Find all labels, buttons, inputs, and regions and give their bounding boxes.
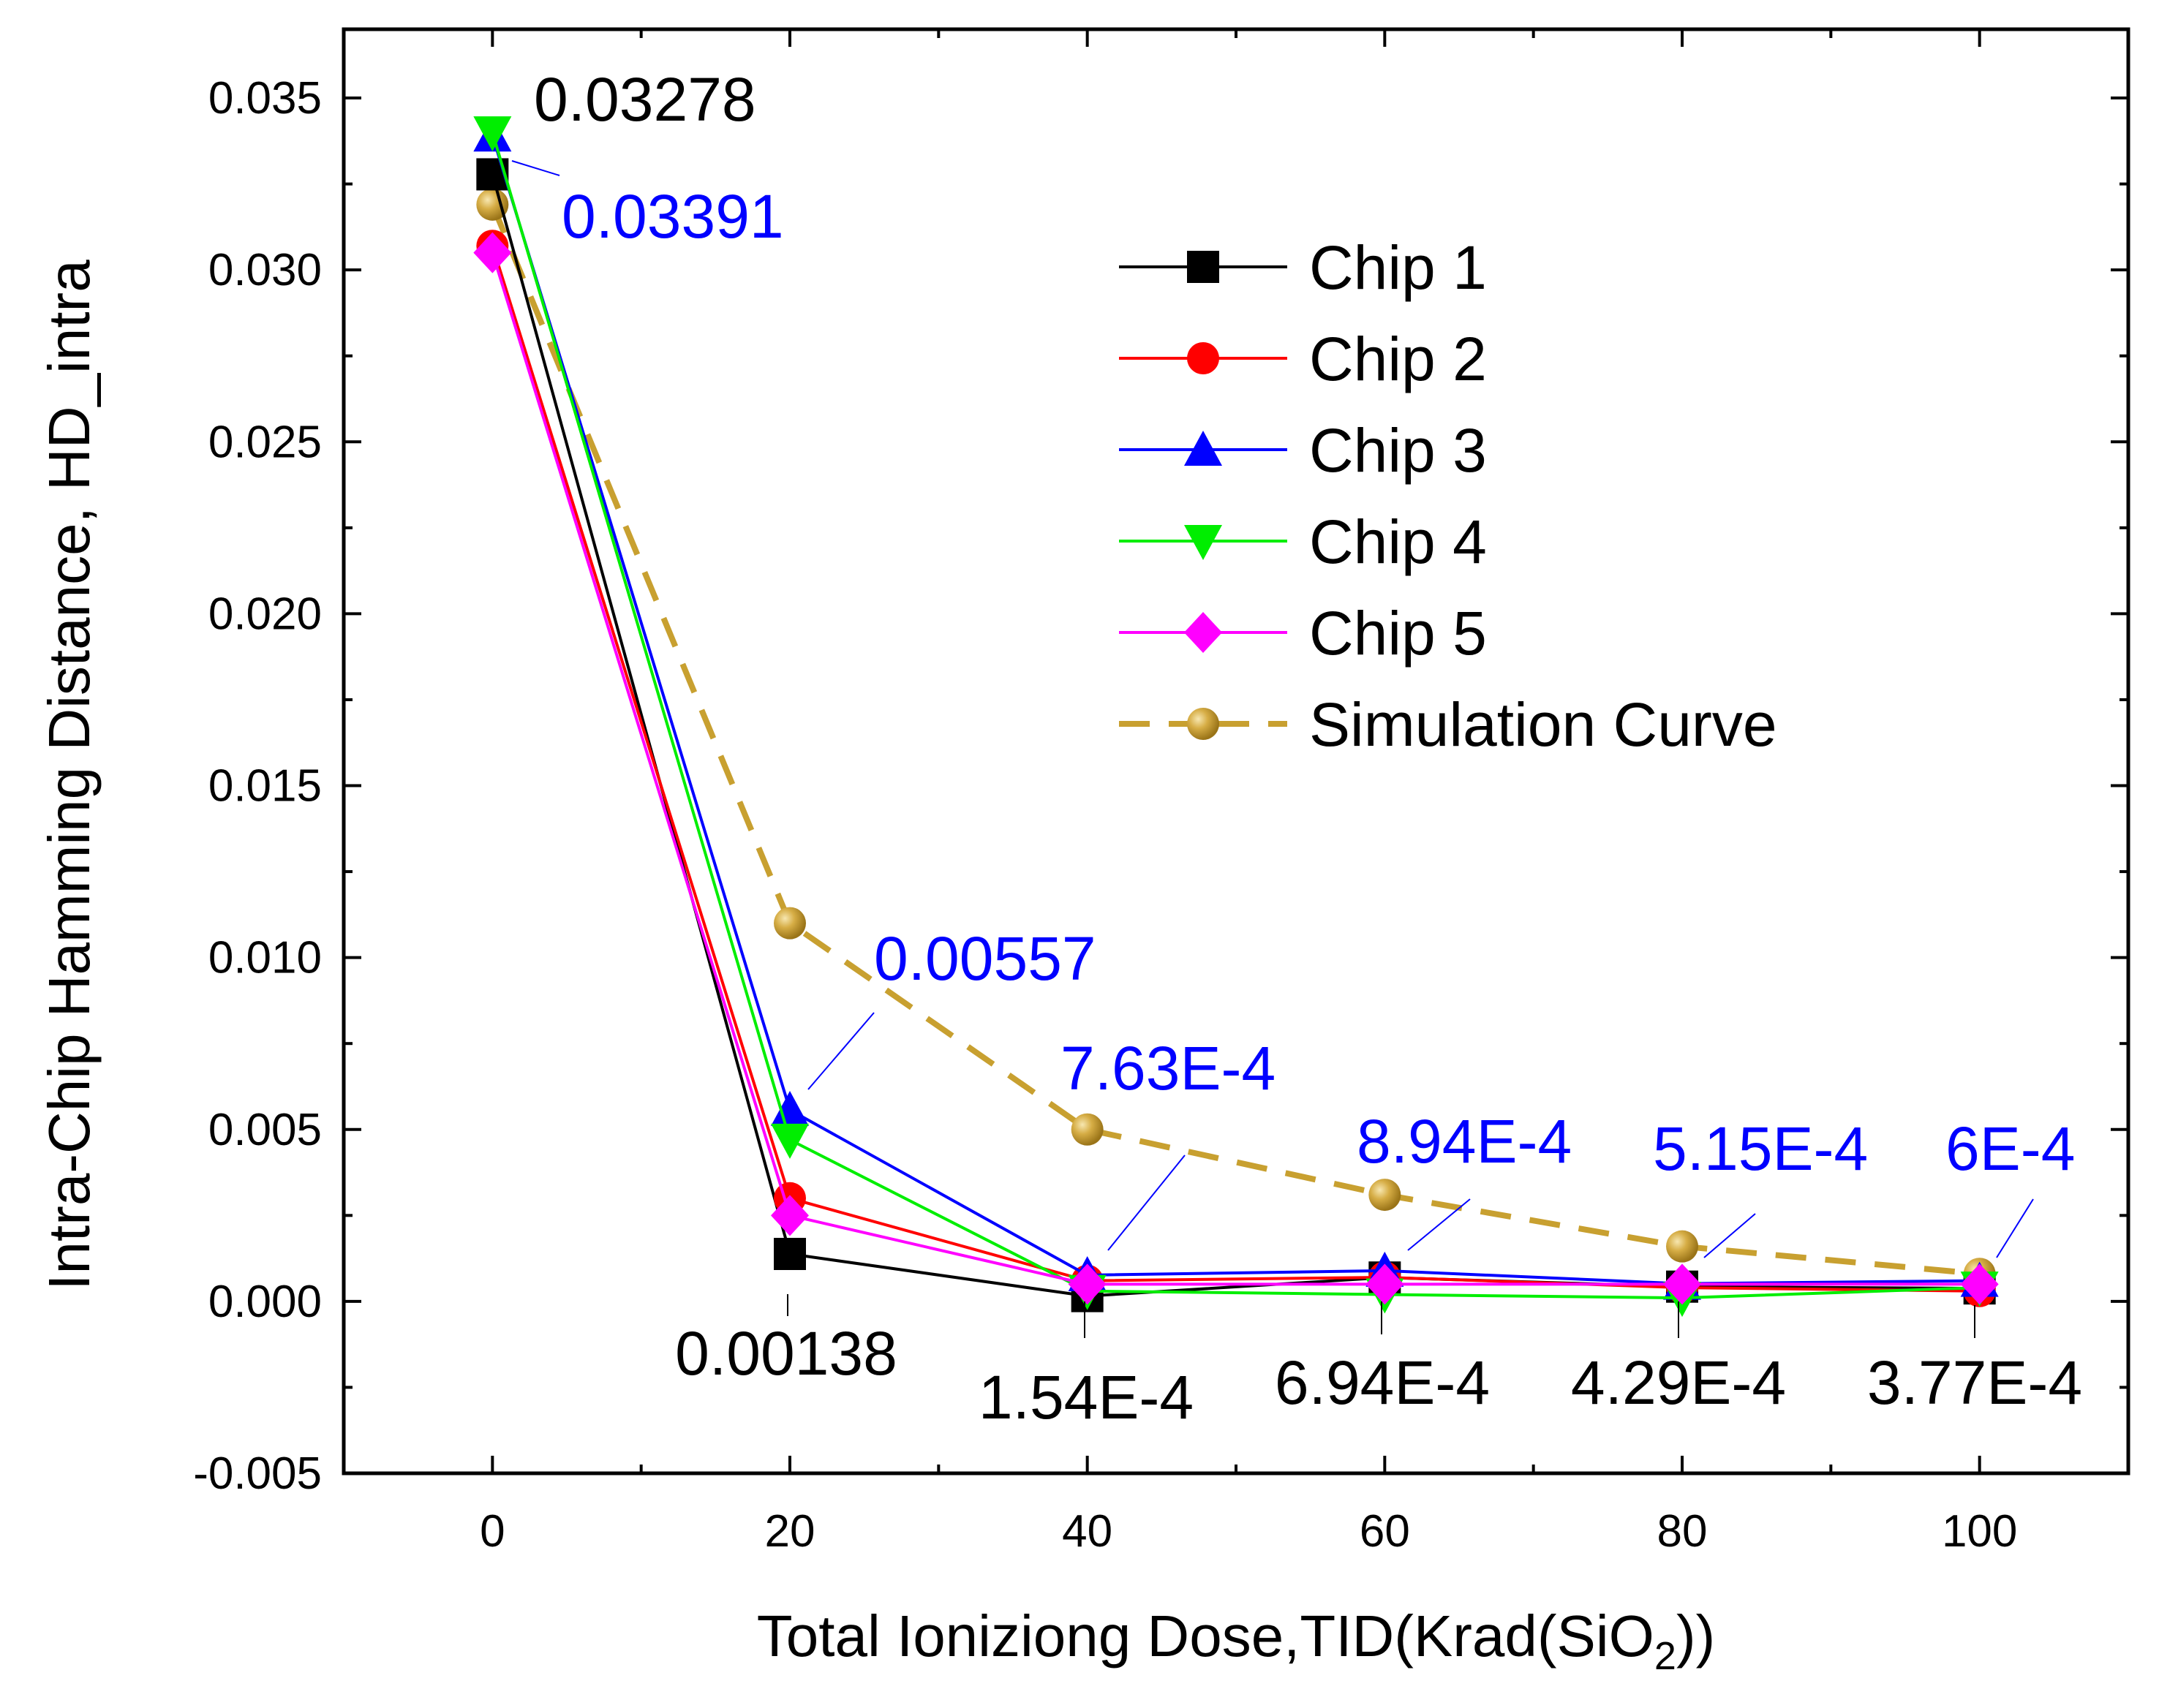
annotation-leader bbox=[807, 1012, 875, 1090]
legend-label: Simulation Curve bbox=[1309, 690, 1777, 759]
y-tick-label: 0.000 bbox=[208, 1277, 322, 1327]
data-point bbox=[771, 1123, 809, 1159]
legend-label: Chip 1 bbox=[1309, 233, 1487, 302]
series-line bbox=[491, 245, 1980, 1293]
y-tick-label: 0.020 bbox=[208, 589, 322, 639]
annotation-leader bbox=[1703, 1213, 1756, 1258]
data-point bbox=[1368, 1179, 1401, 1212]
legend-item: Chip 1 bbox=[1119, 233, 1487, 302]
annotation-label: 8.94E-4 bbox=[1357, 1107, 1572, 1176]
x-tick-label: 100 bbox=[1942, 1506, 2017, 1557]
data-point bbox=[1960, 1263, 1999, 1305]
series-line bbox=[489, 203, 1981, 1277]
y-tick-label: 0.025 bbox=[208, 417, 322, 467]
x-tick-label: 40 bbox=[1062, 1506, 1112, 1557]
data-point bbox=[1068, 1263, 1107, 1305]
x-tick-label: 60 bbox=[1360, 1506, 1410, 1557]
legend-swatch-marker bbox=[1187, 251, 1219, 283]
legend-label: Chip 5 bbox=[1309, 599, 1487, 668]
x-tick-label: 80 bbox=[1657, 1506, 1708, 1557]
legend: Chip 1 Chip 2 Chip 3 Chip 4 Chip 5 Simulation… bbox=[1119, 233, 1777, 759]
series-simulation-curve bbox=[476, 188, 1996, 1291]
annotation-leader bbox=[1996, 1198, 2034, 1258]
annotation-label: 0.00557 bbox=[874, 924, 1096, 993]
series-line bbox=[491, 252, 1980, 1286]
annotation-label: 6E-4 bbox=[1945, 1114, 2075, 1183]
legend-swatch-marker bbox=[1187, 342, 1219, 374]
annotation-label: 0.03391 bbox=[562, 182, 784, 251]
x-tick-label: 0 bbox=[480, 1506, 505, 1557]
annotation-leader bbox=[1407, 1198, 1471, 1251]
data-point bbox=[771, 1195, 809, 1236]
legend-swatch-marker bbox=[1187, 708, 1219, 740]
y-axis-title: Intra-Chip Hamming Distance, HD_intra bbox=[37, 260, 102, 1291]
series-line bbox=[491, 132, 1980, 1300]
y-tick-label: 0.035 bbox=[208, 73, 322, 124]
y-tick-label: -0.005 bbox=[193, 1448, 322, 1499]
annotation-label: 6.94E-4 bbox=[1275, 1348, 1490, 1417]
annotation-label: 4.29E-4 bbox=[1571, 1348, 1786, 1417]
data-point bbox=[1663, 1263, 1701, 1305]
annotation-leader bbox=[1107, 1155, 1186, 1251]
legend-item: Simulation Curve bbox=[1119, 690, 1777, 759]
data-point bbox=[774, 907, 806, 940]
y-tick-label: 0.010 bbox=[208, 933, 322, 983]
legend-label: Chip 2 bbox=[1309, 325, 1487, 393]
annotation-label: 0.03278 bbox=[534, 65, 756, 134]
annotation-layer: 0.03278 0.03391 0.00557 0.00138 7.63E-4 1.54E… bbox=[511, 65, 2082, 1432]
axis-ticks: 0 20 40 60 80 100 -0.005 0.000 0.005 0.010 0.015 0.… bbox=[193, 29, 2130, 1557]
legend-label: Chip 3 bbox=[1309, 416, 1487, 485]
annotation-label: 7.63E-4 bbox=[1060, 1034, 1276, 1103]
y-tick-label: 0.030 bbox=[208, 245, 322, 295]
data-point bbox=[774, 1237, 806, 1270]
legend-item: Chip 4 bbox=[1119, 507, 1487, 576]
annotation-label: 1.54E-4 bbox=[979, 1363, 1194, 1432]
annotation-label: 3.77E-4 bbox=[1867, 1348, 2082, 1417]
data-point bbox=[1365, 1263, 1404, 1305]
series-chip-5 bbox=[473, 232, 1999, 1305]
annotation-label: 0.00138 bbox=[675, 1319, 897, 1388]
data-point bbox=[473, 116, 512, 152]
series-layer bbox=[473, 116, 1999, 1318]
y-tick-label: 0.005 bbox=[208, 1105, 322, 1155]
legend-swatch-marker bbox=[1184, 431, 1222, 466]
legend-swatch-marker bbox=[1184, 525, 1222, 560]
legend-item: Chip 5 bbox=[1119, 599, 1487, 668]
legend-item: Chip 3 bbox=[1119, 416, 1487, 485]
legend-item: Chip 2 bbox=[1119, 325, 1487, 393]
x-tick-label: 20 bbox=[765, 1506, 815, 1557]
legend-label: Chip 4 bbox=[1309, 507, 1487, 576]
data-point bbox=[473, 232, 512, 273]
data-point bbox=[476, 188, 509, 221]
data-point bbox=[1666, 1230, 1698, 1263]
x-axis-title-subscript: 2 bbox=[1654, 1634, 1676, 1678]
data-point bbox=[1071, 1113, 1104, 1146]
x-axis-title-tail: )) bbox=[1676, 1603, 1715, 1669]
data-point bbox=[771, 1090, 809, 1126]
y-tick-label: 0.015 bbox=[208, 761, 322, 812]
annotation-leader bbox=[511, 160, 560, 176]
legend-swatch-marker bbox=[1184, 612, 1222, 653]
annotation-label: 5.15E-4 bbox=[1653, 1114, 1868, 1183]
x-axis-title: Total Ioniziong Dose,TID(Krad(SiO2)) bbox=[757, 1603, 1715, 1678]
